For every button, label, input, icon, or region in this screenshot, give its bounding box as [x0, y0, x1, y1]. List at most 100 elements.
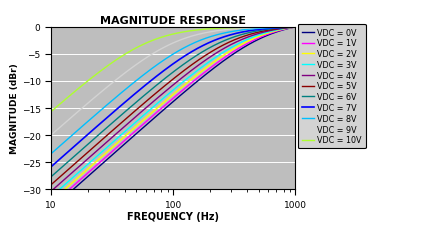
VDC = 8V [111, 98, 116, 101]
VDC = 7V [232, 33, 238, 36]
VDC = 0V [111, 152, 116, 155]
VDC = 3V [232, 45, 238, 48]
VDC = 0V [92, 170, 97, 172]
VDC = 1V [92, 166, 97, 169]
VDC = 5V [293, 26, 298, 29]
Line: VDC = 6V: VDC = 6V [51, 28, 295, 177]
VDC = 9V [293, 26, 298, 29]
VDC = 8V [232, 30, 238, 33]
VDC = 2V [232, 48, 238, 50]
VDC = 5V [193, 62, 198, 64]
VDC = 4V [193, 67, 198, 70]
VDC = 0V [212, 67, 217, 70]
VDC = 0V [293, 26, 298, 29]
VDC = 1V [212, 64, 217, 67]
VDC = 9V [159, 48, 164, 51]
Line: VDC = 10V: VDC = 10V [51, 28, 295, 112]
VDC = 5V [212, 49, 217, 52]
VDC = 2V [159, 103, 164, 106]
VDC = 7V [212, 40, 217, 43]
VDC = 9V [111, 81, 116, 84]
VDC = 9V [212, 31, 217, 33]
VDC = 2V [111, 145, 116, 148]
VDC = 8V [48, 153, 54, 155]
VDC = 6V [212, 45, 217, 48]
VDC = 8V [159, 61, 164, 64]
VDC = 5V [159, 88, 164, 90]
Line: VDC = 5V: VDC = 5V [51, 28, 295, 185]
VDC = 10V [159, 37, 164, 40]
VDC = 7V [293, 26, 298, 29]
VDC = 1V [159, 107, 164, 110]
VDC = 9V [193, 35, 198, 37]
VDC = 5V [48, 184, 54, 186]
VDC = 2V [48, 200, 54, 203]
VDC = 8V [293, 26, 298, 29]
VDC = 2V [92, 162, 97, 165]
VDC = 6V [92, 138, 97, 140]
VDC = 6V [293, 26, 298, 29]
VDC = 7V [111, 111, 116, 114]
VDC = 10V [92, 75, 97, 78]
VDC = 4V [159, 94, 164, 97]
VDC = 10V [212, 28, 217, 31]
Line: VDC = 2V: VDC = 2V [51, 28, 295, 202]
Line: VDC = 0V: VDC = 0V [51, 28, 295, 209]
Line: VDC = 3V: VDC = 3V [51, 28, 295, 197]
VDC = 6V [111, 121, 116, 123]
VDC = 10V [232, 27, 238, 30]
VDC = 7V [48, 166, 54, 168]
VDC = 1V [293, 26, 298, 29]
VDC = 10V [48, 111, 54, 114]
VDC = 7V [92, 128, 97, 131]
VDC = 2V [293, 26, 298, 29]
VDC = 1V [48, 204, 54, 207]
VDC = 1V [232, 50, 238, 53]
VDC = 7V [159, 72, 164, 74]
VDC = 3V [48, 196, 54, 198]
Line: VDC = 8V: VDC = 8V [51, 28, 295, 154]
VDC = 1V [193, 79, 198, 82]
VDC = 5V [92, 146, 97, 148]
VDC = 0V [159, 111, 164, 113]
VDC = 6V [159, 80, 164, 83]
VDC = 0V [48, 208, 54, 210]
X-axis label: FREQUENCY (Hz): FREQUENCY (Hz) [127, 212, 219, 222]
Line: VDC = 1V: VDC = 1V [51, 28, 295, 206]
VDC = 7V [193, 49, 198, 52]
VDC = 3V [193, 72, 198, 74]
VDC = 9V [232, 28, 238, 31]
VDC = 8V [92, 115, 97, 118]
VDC = 6V [232, 36, 238, 39]
VDC = 3V [159, 99, 164, 102]
VDC = 4V [212, 54, 217, 56]
VDC = 4V [293, 26, 298, 29]
VDC = 2V [193, 76, 198, 79]
Line: VDC = 7V: VDC = 7V [51, 28, 295, 167]
Line: VDC = 9V: VDC = 9V [51, 28, 295, 136]
VDC = 5V [232, 39, 238, 42]
Y-axis label: MAGNITUDE (dBr): MAGNITUDE (dBr) [10, 63, 19, 154]
Legend: VDC = 0V, VDC = 1V, VDC = 2V, VDC = 3V, VDC = 4V, VDC = 5V, VDC = 6V, VDC = 7V, : VDC = 0V, VDC = 1V, VDC = 2V, VDC = 3V, … [298, 24, 366, 149]
VDC = 4V [232, 42, 238, 45]
VDC = 10V [111, 61, 116, 64]
VDC = 3V [212, 58, 217, 60]
VDC = 2V [212, 61, 217, 64]
VDC = 1V [111, 149, 116, 152]
Title: MAGNITUDE RESPONSE: MAGNITUDE RESPONSE [100, 16, 246, 26]
VDC = 0V [193, 82, 198, 85]
VDC = 3V [92, 158, 97, 160]
VDC = 9V [48, 134, 54, 137]
VDC = 10V [293, 26, 298, 29]
Line: VDC = 4V: VDC = 4V [51, 28, 295, 191]
VDC = 8V [212, 35, 217, 38]
VDC = 3V [111, 140, 116, 143]
VDC = 9V [92, 97, 97, 100]
VDC = 4V [111, 135, 116, 138]
VDC = 5V [111, 128, 116, 131]
VDC = 0V [232, 52, 238, 55]
VDC = 4V [48, 190, 54, 193]
VDC = 6V [48, 176, 54, 178]
VDC = 3V [293, 26, 298, 29]
VDC = 6V [193, 56, 198, 59]
